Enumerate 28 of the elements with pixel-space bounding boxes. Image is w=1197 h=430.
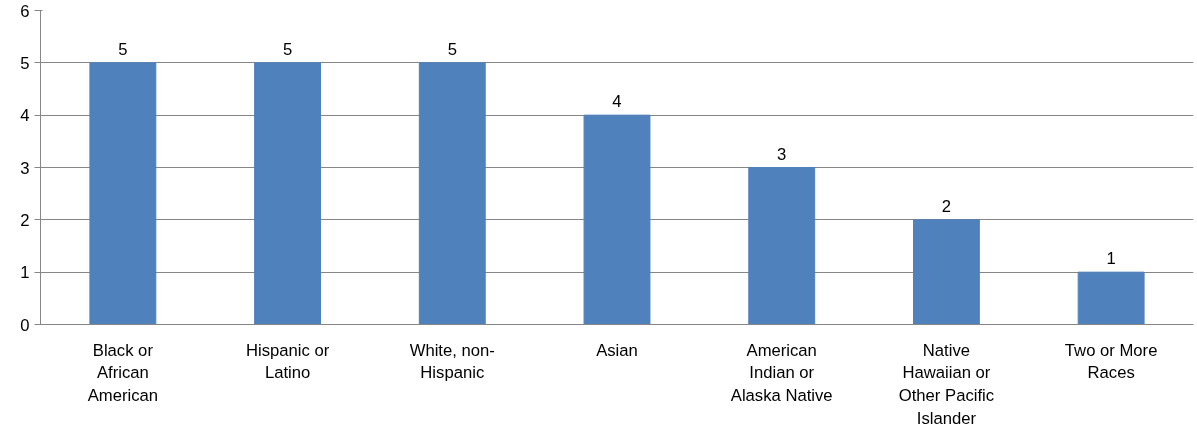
- x-tick-label: White, non-Hispanic: [409, 340, 495, 383]
- y-tick-label: 0: [20, 315, 30, 335]
- data-label: 4: [612, 92, 622, 112]
- bar: [89, 62, 157, 325]
- bar: [418, 62, 486, 325]
- bar: [1077, 271, 1145, 325]
- bar: [912, 219, 980, 325]
- y-tick-label: 6: [20, 1, 30, 21]
- y-tick-label: 5: [20, 53, 30, 73]
- bar: [254, 62, 322, 325]
- data-label: 5: [447, 39, 457, 59]
- x-tick-label: Black or African American: [87, 340, 159, 406]
- data-label: 1: [1106, 249, 1116, 269]
- data-label: 5: [282, 39, 293, 59]
- x-tick-label: Native Hawaiian or Other Pacific Islander: [898, 340, 995, 428]
- y-tick-label: 4: [20, 106, 30, 126]
- x-tick-label: Two or More Races: [1064, 340, 1158, 383]
- x-tick-label: American Indian or Alaska Native: [730, 340, 833, 406]
- data-label: 5: [118, 39, 128, 59]
- bar: [583, 114, 651, 325]
- y-tick-label: 1: [20, 263, 30, 283]
- x-tick-label: Asian: [596, 340, 638, 360]
- bar: [748, 167, 816, 325]
- data-label: 2: [941, 196, 952, 216]
- y-tick-label: 3: [20, 158, 30, 178]
- y-tick-label: 2: [20, 210, 30, 230]
- data-label: 3: [777, 144, 787, 164]
- x-tick-label: Hispanic or Latino: [245, 340, 330, 383]
